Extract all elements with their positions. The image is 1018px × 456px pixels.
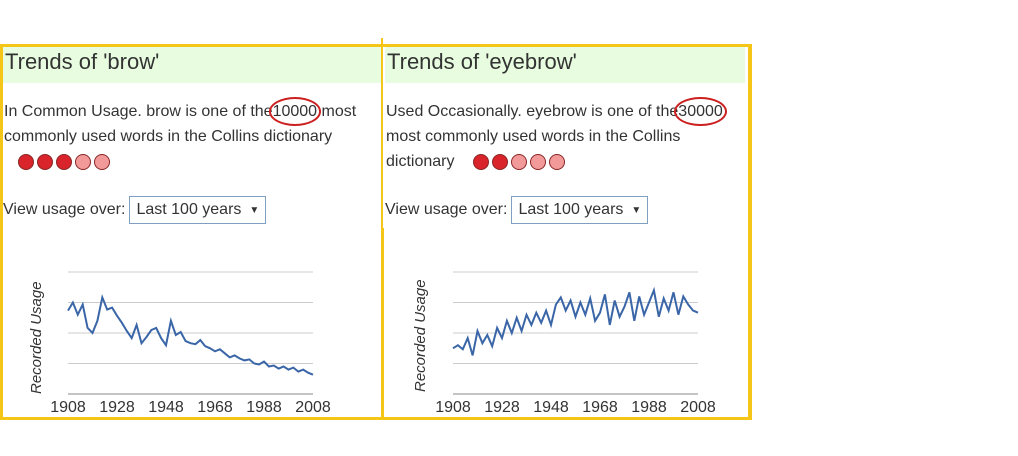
usage-suffix: most commonly used words in the Collins … [386,128,681,170]
panel-title: Trends of 'eyebrow' [385,47,745,83]
time-range-select[interactable]: Last 100 years ▼ [511,196,649,224]
frequency-dot-empty [529,153,546,170]
trend-panel-eyebrow: Trends of 'eyebrow' Used Occasionally. e… [385,47,745,224]
frequency-dot-filled [37,153,53,170]
usage-suffix: most commonly used words in the Collins … [4,103,357,145]
frequency-dot-filled [18,153,34,170]
time-range-value: Last 100 years [518,201,624,218]
x-tick-label: 1948 [533,399,569,416]
time-range-value: Last 100 years [136,201,242,218]
frequency-dots [18,153,110,170]
results-frame [0,44,752,420]
frequency-dot-empty [548,153,565,170]
usage-line [67,293,314,376]
frequency-dot-filled [491,153,508,170]
panel-divider [381,38,383,228]
x-tick-label: 1968 [582,399,618,416]
time-range-select[interactable]: Last 100 years ▼ [129,196,267,224]
frequency-dot-filled [472,153,489,170]
x-tick-label: 1908 [50,399,86,416]
view-usage-label: View usage over: [3,201,126,218]
usage-description: Used Occasionally. eyebrow is one of the… [385,97,745,174]
rank-value: 30000 [678,103,723,120]
x-tick-label: 1988 [246,399,282,416]
y-axis-label: Recorded Usage [28,281,45,394]
rank-value: 10000 [272,103,318,120]
view-usage-row: View usage over: Last 100 years ▼ [385,196,745,224]
rank-highlight: 10000 [268,97,321,126]
x-tick-label: 1988 [631,399,667,416]
usage-chart-eyebrow: 1908 1928 1948 1968 1988 2008 [435,271,716,416]
usage-description: In Common Usage. brow is one of the10000… [3,97,381,174]
frequency-dot-empty [75,153,91,170]
frequency-dots [472,153,565,170]
x-tick-label: 2008 [295,399,331,416]
panel-title: Trends of 'brow' [3,47,381,83]
dropdown-arrow-icon: ▼ [249,204,260,216]
y-axis-label: Recorded Usage [412,279,429,392]
view-usage-label: View usage over: [385,201,508,218]
frequency-dot-filled [56,153,72,170]
usage-chart-brow: 1908 1928 1948 1968 1988 2008 [50,271,331,416]
dropdown-arrow-icon: ▼ [631,204,642,216]
usage-prefix: Used Occasionally. eyebrow is one of the [386,103,679,120]
rank-highlight: 30000 [674,97,727,126]
x-tick-label: 1928 [99,399,135,416]
frequency-dot-empty [510,153,527,170]
usage-line [452,286,699,356]
frequency-dot-empty [94,153,110,170]
trend-panel-brow: Trends of 'brow' In Common Usage. brow i… [3,47,381,224]
x-tick-label: 1928 [484,399,520,416]
panel-divider-lower [381,228,384,418]
usage-prefix: In Common Usage. brow is one of the [4,103,273,120]
view-usage-row: View usage over: Last 100 years ▼ [3,196,381,224]
x-tick-label: 1908 [435,399,471,416]
x-tick-label: 2008 [680,399,716,416]
x-tick-label: 1968 [197,399,233,416]
x-tick-label: 1948 [148,399,184,416]
